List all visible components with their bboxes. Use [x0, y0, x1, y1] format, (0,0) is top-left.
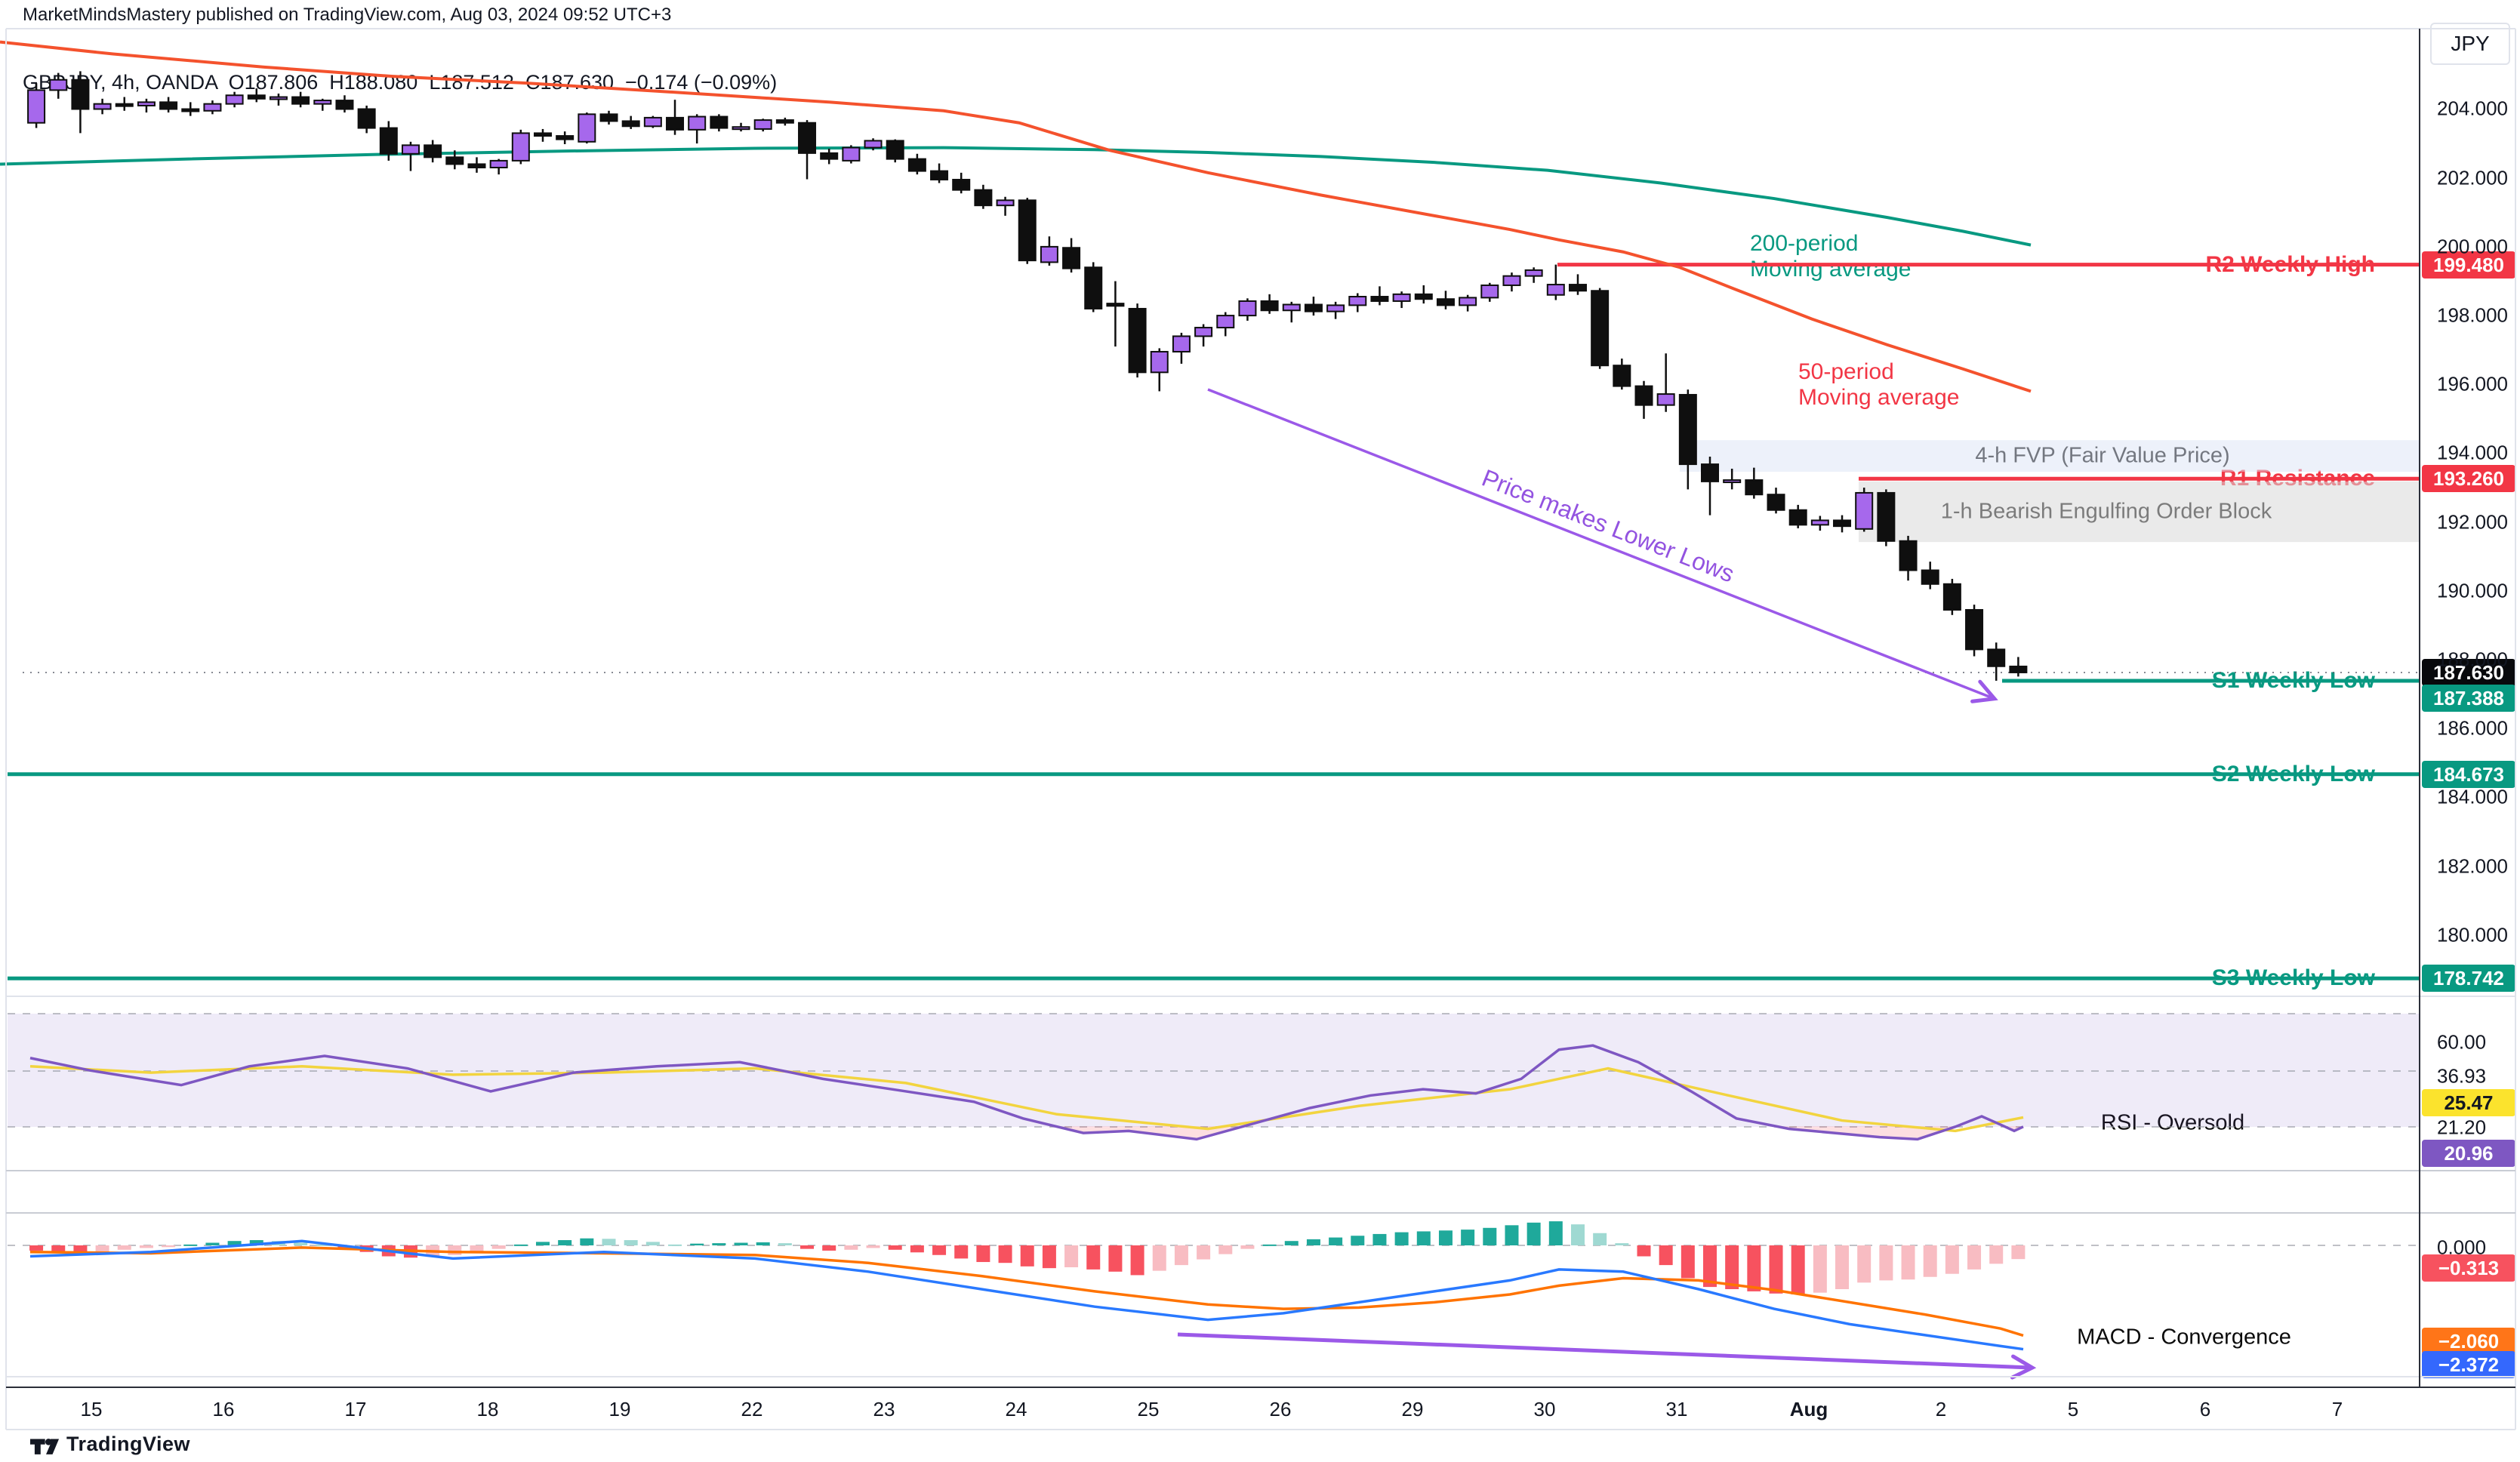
rsi-ma-badge: 25.47	[2422, 1089, 2515, 1116]
time-label-25: 25	[1137, 1398, 1160, 1420]
macd-tick: 0.000	[2437, 1236, 2487, 1259]
price-tick: 182.000	[2437, 854, 2508, 878]
price-tick: 184.000	[2437, 785, 2508, 808]
price-tick: 198.000	[2437, 303, 2508, 327]
time-label-22: 22	[741, 1398, 763, 1420]
time-label-29: 29	[1401, 1398, 1424, 1420]
price-tick: 202.000	[2437, 166, 2508, 189]
price-badge-r1: 193.260	[2422, 465, 2515, 493]
time-label-18: 18	[476, 1398, 499, 1420]
time-label-7: 7	[2331, 1398, 2343, 1420]
time-label-30: 30	[1533, 1398, 1556, 1420]
price-tick: 196.000	[2437, 372, 2508, 396]
rsi-value-badge: 20.96	[2422, 1140, 2515, 1167]
time-label-31: 31	[1665, 1398, 1688, 1420]
price-badge-s2: 184.673	[2422, 760, 2515, 788]
time-label-17: 17	[344, 1398, 367, 1420]
time-label-6: 6	[2199, 1398, 2211, 1420]
price-tick: 204.000	[2437, 97, 2508, 120]
time-label-5: 5	[2067, 1398, 2079, 1420]
tradingview-brand-text[interactable]: TradingView	[66, 1433, 191, 1455]
time-label-23: 23	[873, 1398, 895, 1420]
attribution-text: MarketMindsMastery published on TradingV…	[23, 5, 672, 25]
time-label-24: 24	[1005, 1398, 1027, 1420]
macd-line-badge: −2.372	[2422, 1351, 2515, 1378]
price-badge-last: 187.630	[2422, 658, 2515, 686]
time-label-Aug: Aug	[1789, 1398, 1828, 1420]
price-tick: 194.000	[2437, 441, 2508, 464]
price-tick: 200.000	[2437, 235, 2508, 258]
price-badge-r2: 199.480	[2422, 251, 2515, 279]
time-label-26: 26	[1269, 1398, 1292, 1420]
price-tick: 186.000	[2437, 716, 2508, 740]
price-badge-s1: 187.388	[2422, 685, 2515, 712]
price-tick: 188.000	[2437, 648, 2508, 671]
rsi-tick: 60.00	[2437, 1030, 2487, 1054]
time-label-16: 16	[212, 1398, 235, 1420]
ma200-label: 200-period Moving average	[1750, 231, 1912, 282]
macd-signal-badge: −2.060	[2422, 1328, 2515, 1355]
macd-histogram-badge: −0.313	[2422, 1254, 2515, 1282]
price-tick: 192.000	[2437, 510, 2508, 534]
time-label-15: 15	[80, 1398, 103, 1420]
price-badge-s3: 178.742	[2422, 965, 2515, 993]
rsi-oversold-note: RSI - Oversold	[2100, 1110, 2245, 1135]
rsi-tick: 36.93	[2437, 1064, 2487, 1088]
price-axis-currency-chip[interactable]: JPY	[2430, 23, 2510, 65]
price-tick: 190.000	[2437, 579, 2508, 602]
tradingview-logo-icon[interactable]	[30, 1434, 62, 1462]
ma50-label: 50-period Moving average	[1798, 359, 1960, 410]
time-label-2: 2	[1935, 1398, 1947, 1420]
price-tick: 180.000	[2437, 923, 2508, 946]
rsi-tick: 21.20	[2437, 1116, 2487, 1139]
macd-convergence-note: MACD - Convergence	[2077, 1325, 2291, 1350]
time-label-19: 19	[608, 1398, 631, 1420]
